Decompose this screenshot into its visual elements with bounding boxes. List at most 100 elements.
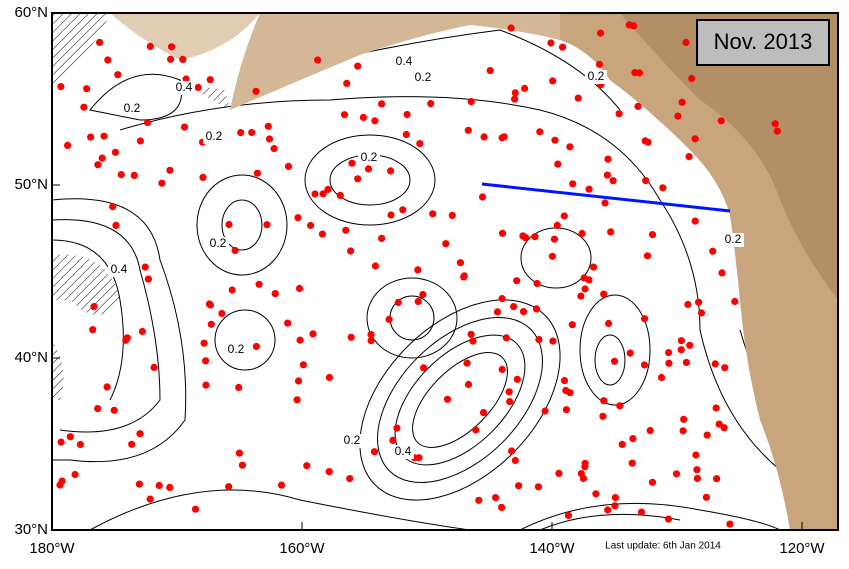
label-bg [173,81,195,95]
float [715,420,723,428]
float [554,160,562,168]
float [342,226,350,234]
float [611,494,620,502]
land [110,13,260,60]
float [354,62,362,70]
float [479,409,488,417]
float [284,319,292,327]
float [486,67,494,75]
float [492,494,500,502]
float [347,333,355,341]
float [354,175,362,183]
float [109,203,117,211]
float [94,161,102,169]
lat-label: 40°N [14,349,48,366]
float [57,83,65,91]
float [480,133,488,141]
float [603,171,612,179]
float [609,177,617,185]
float [605,319,613,328]
float [252,87,260,95]
float [456,259,464,267]
float [336,191,344,199]
float [533,279,541,288]
float [677,346,685,354]
float [642,177,650,185]
float [672,470,681,478]
float [549,337,557,345]
float [202,381,210,389]
float [307,221,315,230]
float [585,185,593,193]
contour-label: 0.4 [396,54,413,68]
float [314,56,322,64]
float [311,190,319,198]
float [618,440,626,448]
lon-label: 180°W [29,540,75,557]
float [628,459,636,467]
lat-label: 30°N [14,521,48,538]
float [348,159,356,167]
float [389,436,397,444]
float [393,424,401,432]
label-bg [108,263,130,277]
float [691,135,699,143]
float [324,185,332,193]
label-bg [121,102,143,116]
float [57,438,65,446]
float [506,398,514,406]
float [643,252,652,260]
float [122,336,130,344]
float [427,100,435,108]
float [686,341,694,349]
float [519,308,528,316]
label-bg [203,130,225,144]
float [71,470,79,479]
float [138,327,146,336]
float [293,396,301,404]
float [117,171,125,179]
float [463,359,471,367]
contour-label: 0.2 [361,150,378,164]
label-bg [412,71,434,85]
float [340,111,349,119]
float [443,395,452,403]
float [64,141,72,149]
float [135,480,143,488]
float [90,303,98,311]
float [277,481,286,489]
float [548,252,557,260]
float [385,315,393,323]
float [478,193,487,201]
float [510,95,519,103]
float [684,300,692,309]
land [620,13,838,300]
contour-label: 0.4 [176,80,193,94]
float [179,55,187,64]
float [697,309,706,317]
float [98,154,106,162]
float [83,85,91,93]
float [521,84,529,92]
float [420,364,428,372]
float [136,137,144,145]
float [206,76,214,84]
float [270,145,278,153]
float [472,426,480,434]
map-frame [51,12,839,531]
float [143,118,152,127]
float [601,199,609,207]
float [167,55,175,63]
float [346,475,354,483]
float [442,240,450,248]
float [610,357,619,365]
label-bg [392,445,414,459]
float [674,112,682,120]
float [469,337,477,345]
float [378,234,386,242]
float [677,337,686,345]
contour-label: 0.4 [111,262,128,276]
float [564,511,573,519]
float [103,383,111,391]
